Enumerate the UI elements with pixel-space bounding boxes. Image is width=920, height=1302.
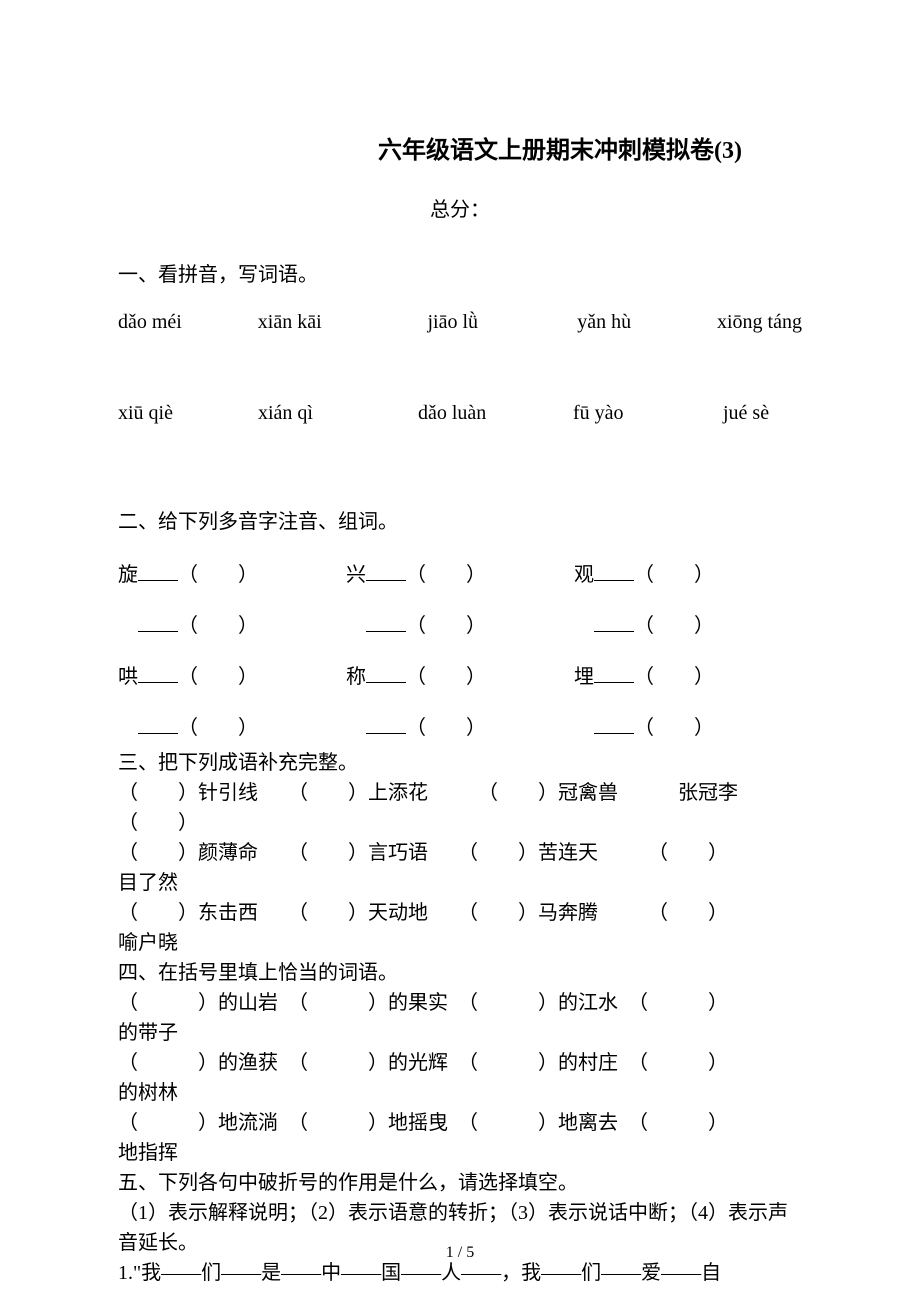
word: （ ）地摇曳 — [298, 1112, 448, 1134]
word: （ ）的江水 — [468, 992, 618, 1014]
blank — [138, 561, 178, 581]
blank — [366, 612, 406, 632]
poly-char: 埋 — [574, 666, 594, 688]
idiom: （ ）东击西 — [118, 902, 258, 924]
pinyin: dǎo méi — [118, 311, 258, 334]
word-row: 地指挥 — [118, 1138, 802, 1168]
pinyin: xiān kāi — [258, 311, 428, 334]
pinyin: xiōng táng — [717, 311, 802, 334]
blank — [138, 612, 178, 632]
word: （ ）的山岩 — [118, 992, 278, 1014]
idiom: （ ） — [658, 842, 728, 864]
idiom-row: （ ） — [118, 808, 802, 838]
idiom-row: （ ）颜薄命 （ ）言巧语 （ ）苦连天 （ ） — [118, 838, 802, 868]
poly-char: 称 — [346, 666, 366, 688]
page-number: 1 / 5 — [0, 1244, 920, 1262]
pinyin: dǎo luàn — [418, 402, 573, 425]
idiom-row: （ ）东击西 （ ）天动地 （ ）马奔腾 （ ） — [118, 898, 802, 928]
word: （ ） — [638, 1052, 728, 1074]
idiom-row: （ ）针引线 （ ）上添花 （ ）冠禽兽 张冠李 — [118, 778, 802, 808]
word-row: 的树林 — [118, 1078, 802, 1108]
idiom: （ ）颜薄命 — [118, 842, 258, 864]
idiom: （ ）天动地 — [298, 902, 428, 924]
pinyin: xián qì — [258, 402, 418, 425]
blank — [366, 663, 406, 683]
section3-header: 三、把下列成语补充完整。 — [118, 748, 802, 778]
blank — [594, 714, 634, 734]
pinyin: jué sè — [723, 402, 769, 425]
poly-row: 旋（ ） 兴（ ） 观（ ） — [118, 558, 802, 587]
pinyin: fū yào — [573, 402, 723, 425]
idiom: （ ）针引线 — [118, 782, 258, 804]
idiom: （ ）苦连天 — [468, 842, 598, 864]
idiom: （ ） — [658, 902, 728, 924]
word: （ ）的光辉 — [298, 1052, 448, 1074]
word: （ ）的渔获 — [118, 1052, 278, 1074]
pinyin: xiū qiè — [118, 402, 258, 425]
section4-header: 四、在括号里填上恰当的词语。 — [118, 958, 802, 988]
pinyin-row-1: dǎo méi xiān kāi jiāo lǜ yǎn hù xiōng tá… — [118, 311, 802, 334]
section2-header: 二、给下列多音字注音、组词。 — [118, 505, 802, 534]
poly-char: 哄 — [118, 666, 138, 688]
pinyin: jiāo lǜ — [427, 311, 577, 334]
idiom: （ ）冠禽兽 — [488, 782, 618, 804]
section5-header: 五、下列各句中破折号的作用是什么，请选择填空。 — [118, 1168, 802, 1198]
blank — [594, 663, 634, 683]
score-label: 总分： — [118, 193, 802, 222]
word: （ ）的果实 — [298, 992, 448, 1014]
idiom: （ ）上添花 — [298, 782, 428, 804]
word-row: 的带子 — [118, 1018, 802, 1048]
word-row: （ ）的渔获 （ ）的光辉 （ ）的村庄 （ ） — [118, 1048, 802, 1078]
section1-header: 一、看拼音，写词语。 — [118, 258, 802, 287]
word: （ ）的村庄 — [468, 1052, 618, 1074]
word: （ ）地离去 — [468, 1112, 618, 1134]
blank — [594, 612, 634, 632]
word: （ ）地流淌 — [118, 1112, 278, 1134]
word-row: （ ）的山岩 （ ）的果实 （ ）的江水 （ ） — [118, 988, 802, 1018]
poly-row: （ ） （ ） （ ） — [118, 609, 802, 638]
word: （ ） — [638, 1112, 728, 1134]
idiom: （ ）言巧语 — [298, 842, 428, 864]
idiom: 张冠李 — [678, 782, 738, 804]
word: （ ） — [638, 992, 728, 1014]
blank — [366, 561, 406, 581]
idiom-row: 喻户晓 — [118, 928, 802, 958]
poly-char: 旋 — [118, 564, 138, 586]
pinyin-row-2: xiū qiè xián qì dǎo luàn fū yào jué sè — [118, 402, 802, 425]
blank — [594, 561, 634, 581]
poly-row: （ ） （ ） （ ） — [118, 711, 802, 740]
page-title: 六年级语文上册期末冲刺模拟卷(3) — [318, 130, 802, 165]
poly-char: 观 — [574, 564, 594, 586]
blank — [138, 663, 178, 683]
blank — [138, 714, 178, 734]
section5-q1: 1."我——们——是——中——国——人——，我——们——爱——自 — [118, 1258, 802, 1288]
poly-row: 哄（ ） 称（ ） 埋（ ） — [118, 660, 802, 689]
pinyin: yǎn hù — [577, 311, 717, 334]
word-row: （ ）地流淌 （ ）地摇曳 （ ）地离去 （ ） — [118, 1108, 802, 1138]
poly-char: 兴 — [346, 564, 366, 586]
idiom-row: 目了然 — [118, 868, 802, 898]
idiom: （ ）马奔腾 — [468, 902, 598, 924]
blank — [366, 714, 406, 734]
